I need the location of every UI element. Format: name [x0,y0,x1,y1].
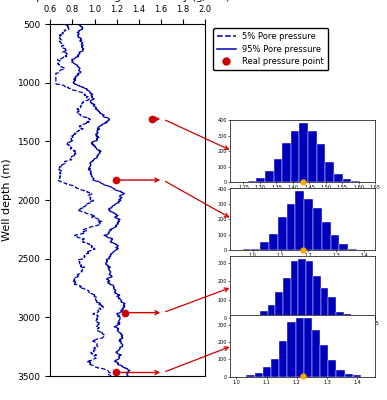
Bar [351,316,359,318]
Bar [306,261,313,318]
Bar [271,360,279,377]
Bar [304,199,313,250]
Bar [255,373,263,377]
Bar [304,318,312,377]
Bar [248,181,257,182]
Bar [351,181,360,182]
Bar [265,171,274,182]
Bar [313,208,322,250]
Bar [291,261,298,318]
Bar [260,311,268,318]
Bar [291,131,300,182]
Bar [269,234,278,250]
Bar [330,235,339,250]
Bar [328,360,336,377]
Bar [260,242,269,250]
Bar [282,143,291,182]
Bar [276,292,283,318]
Bar [253,316,260,318]
Bar [257,178,265,182]
Bar [321,288,329,318]
Bar [247,375,255,377]
Y-axis label: Well depth (m): Well depth (m) [2,159,12,241]
Bar [342,178,351,182]
Bar [344,314,351,318]
Bar [288,322,296,377]
Bar [252,249,260,250]
Bar [283,278,291,318]
Bar [295,191,304,250]
Bar [353,376,361,377]
Bar [296,318,304,377]
Bar [317,144,325,182]
Bar [322,222,330,250]
Bar [339,244,348,250]
Bar [336,312,344,318]
Bar [279,341,288,377]
Bar [334,174,342,182]
Legend: 5% Pore pressure, 95% Pore pressure, Real pressure point: 5% Pore pressure, 95% Pore pressure, Rea… [213,28,328,70]
Bar [287,204,295,250]
Bar [263,367,271,377]
Bar [313,276,321,318]
Bar [329,297,336,318]
Bar [243,249,252,250]
Title: Equivalent drilling fluid density (g/cm³): Equivalent drilling fluid density (g/cm³… [26,0,230,2]
Bar [325,162,334,182]
Bar [300,123,308,182]
Bar [345,374,353,377]
Bar [320,345,328,377]
Bar [274,159,282,182]
Bar [348,249,357,250]
Bar [268,305,276,318]
Bar [298,259,306,318]
Bar [312,330,320,377]
Bar [278,218,287,250]
Bar [308,131,317,182]
Bar [336,370,345,377]
